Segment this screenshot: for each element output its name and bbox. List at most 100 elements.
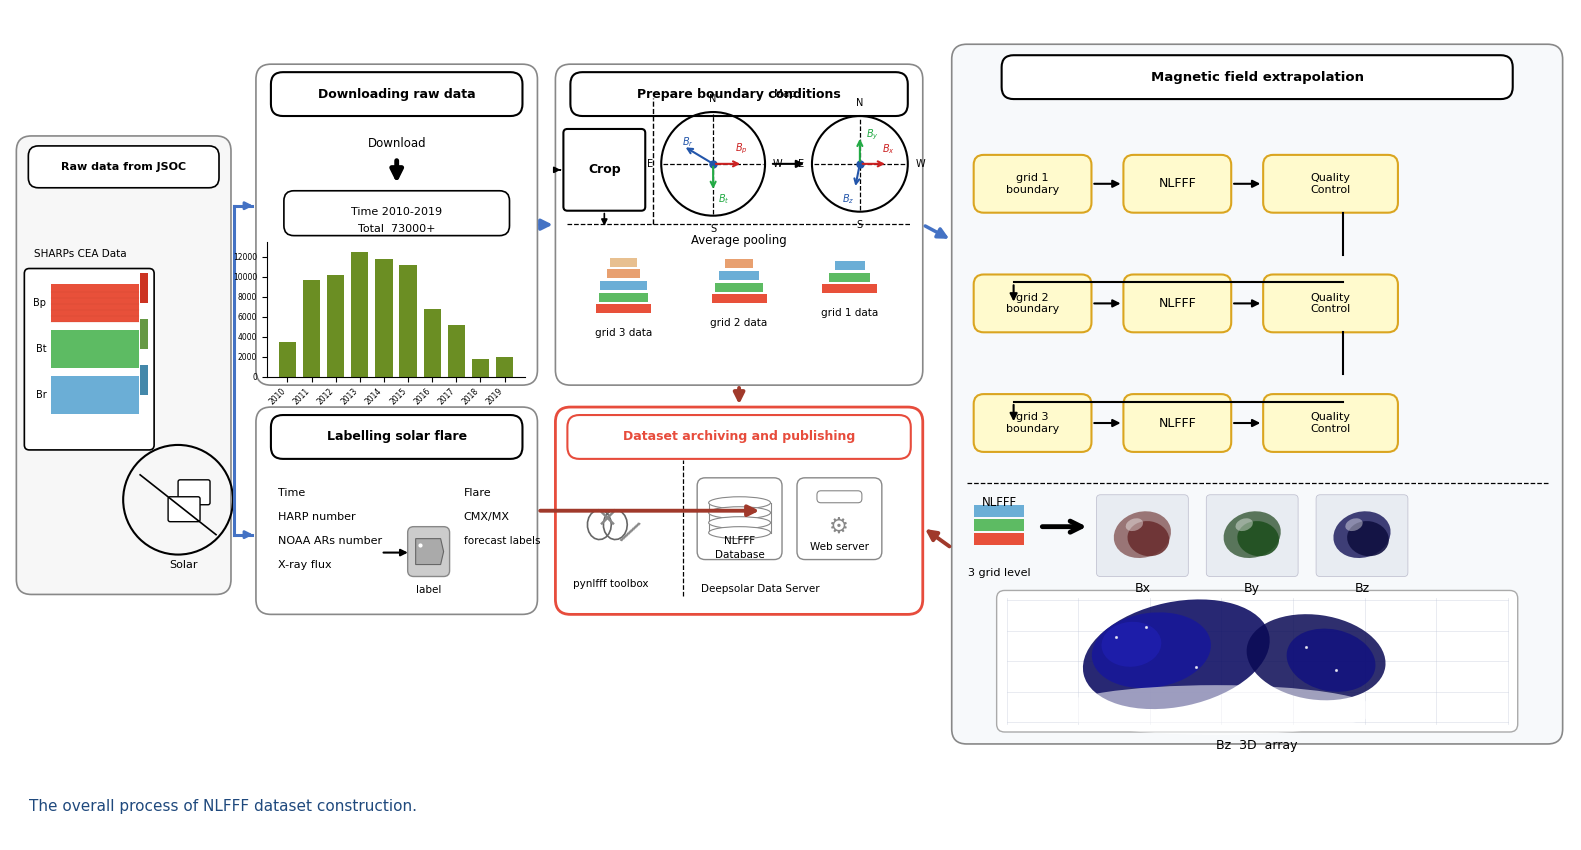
FancyBboxPatch shape [996,591,1518,732]
Text: grid 2
boundary: grid 2 boundary [1006,292,1059,314]
Text: Deepsolar Data Server: Deepsolar Data Server [700,585,819,594]
Polygon shape [416,539,444,564]
FancyBboxPatch shape [797,478,882,559]
Text: Labelling solar flare: Labelling solar flare [327,430,466,444]
Text: NLFFF: NLFFF [982,496,1017,509]
FancyBboxPatch shape [1263,275,1398,332]
Bar [599,292,648,302]
Text: Bp: Bp [33,298,46,309]
Ellipse shape [1113,511,1172,558]
Ellipse shape [1127,521,1170,556]
FancyBboxPatch shape [285,190,509,235]
Bar [351,252,368,377]
Text: $B_x$: $B_x$ [882,142,895,156]
FancyBboxPatch shape [817,490,862,502]
Text: Download: Download [367,138,425,150]
Text: ⚙: ⚙ [830,517,849,536]
Ellipse shape [1235,518,1252,531]
Ellipse shape [708,517,770,529]
FancyBboxPatch shape [28,146,220,188]
FancyBboxPatch shape [270,415,522,459]
Text: Database: Database [715,550,765,559]
Text: ✕: ✕ [596,507,618,532]
Bar [51,285,139,322]
Ellipse shape [1092,612,1211,689]
Bar [51,377,139,414]
Text: Magnetic field extrapolation: Magnetic field extrapolation [1151,71,1364,83]
Text: Bt: Bt [36,344,46,354]
Bar [974,518,1023,530]
Text: grid 2 data: grid 2 data [710,319,768,328]
Text: W: W [773,159,783,169]
Text: NLFFF: NLFFF [1159,416,1197,429]
FancyBboxPatch shape [974,394,1091,452]
Text: Quality
Control: Quality Control [1311,412,1350,434]
Ellipse shape [1287,629,1375,692]
Text: Raw data from JSOC: Raw data from JSOC [62,162,187,172]
Bar [141,320,149,349]
FancyBboxPatch shape [1002,55,1513,99]
Text: Flare: Flare [463,488,492,498]
Text: HARP number: HARP number [278,512,356,522]
Text: X-ray flux: X-ray flux [278,559,332,570]
Text: Crop: Crop [588,163,621,176]
Text: NOAA ARs number: NOAA ARs number [278,536,383,546]
FancyBboxPatch shape [555,407,923,615]
Text: The overall process of NLFFF dataset construction.: The overall process of NLFFF dataset con… [30,799,417,814]
FancyBboxPatch shape [1263,155,1398,212]
Text: N: N [857,98,863,108]
Ellipse shape [1126,518,1143,531]
Text: Quality
Control: Quality Control [1311,292,1350,314]
Bar [141,274,149,303]
FancyBboxPatch shape [1315,495,1409,576]
FancyBboxPatch shape [555,65,923,385]
Text: grid 3
boundary: grid 3 boundary [1006,412,1059,434]
Text: NLFFF: NLFFF [724,536,756,546]
Ellipse shape [1102,622,1162,666]
Text: $B_r$: $B_r$ [683,135,694,149]
FancyBboxPatch shape [697,478,783,559]
Bar [447,325,465,377]
Bar [835,261,865,270]
Bar [424,309,441,377]
FancyBboxPatch shape [568,415,911,459]
Text: Prepare boundary conditions: Prepare boundary conditions [637,88,841,100]
Bar [830,273,871,281]
Bar [496,357,514,377]
Bar [596,304,651,314]
Text: Bz: Bz [1355,582,1369,595]
Text: Bx: Bx [1135,582,1151,595]
FancyBboxPatch shape [1263,394,1398,452]
Bar [715,283,764,292]
Bar [400,265,417,377]
FancyBboxPatch shape [1124,275,1232,332]
FancyBboxPatch shape [408,527,449,576]
Text: S: S [857,219,863,230]
Ellipse shape [1224,511,1281,558]
Text: SHARPs CEA Data: SHARPs CEA Data [35,248,126,258]
Bar [327,275,345,377]
FancyBboxPatch shape [24,269,153,450]
Bar [726,259,753,269]
Text: Downloading raw data: Downloading raw data [318,88,476,100]
Ellipse shape [1345,518,1363,531]
FancyBboxPatch shape [563,129,645,211]
FancyBboxPatch shape [974,275,1091,332]
FancyBboxPatch shape [16,136,231,594]
Text: E: E [798,159,805,169]
FancyBboxPatch shape [270,72,522,116]
Ellipse shape [1347,521,1388,556]
Bar [141,366,149,395]
FancyBboxPatch shape [571,72,907,116]
Text: Total  73000+: Total 73000+ [357,224,435,234]
Text: Bz  3D  array: Bz 3D array [1216,740,1298,752]
Text: N: N [710,94,716,104]
Text: Average pooling: Average pooling [691,234,787,247]
Text: grid 1
boundary: grid 1 boundary [1006,173,1059,195]
Ellipse shape [708,527,770,539]
FancyBboxPatch shape [1206,495,1298,576]
Ellipse shape [1333,511,1391,558]
Bar [711,294,767,303]
Text: Web server: Web server [809,541,870,552]
Ellipse shape [1083,599,1270,709]
